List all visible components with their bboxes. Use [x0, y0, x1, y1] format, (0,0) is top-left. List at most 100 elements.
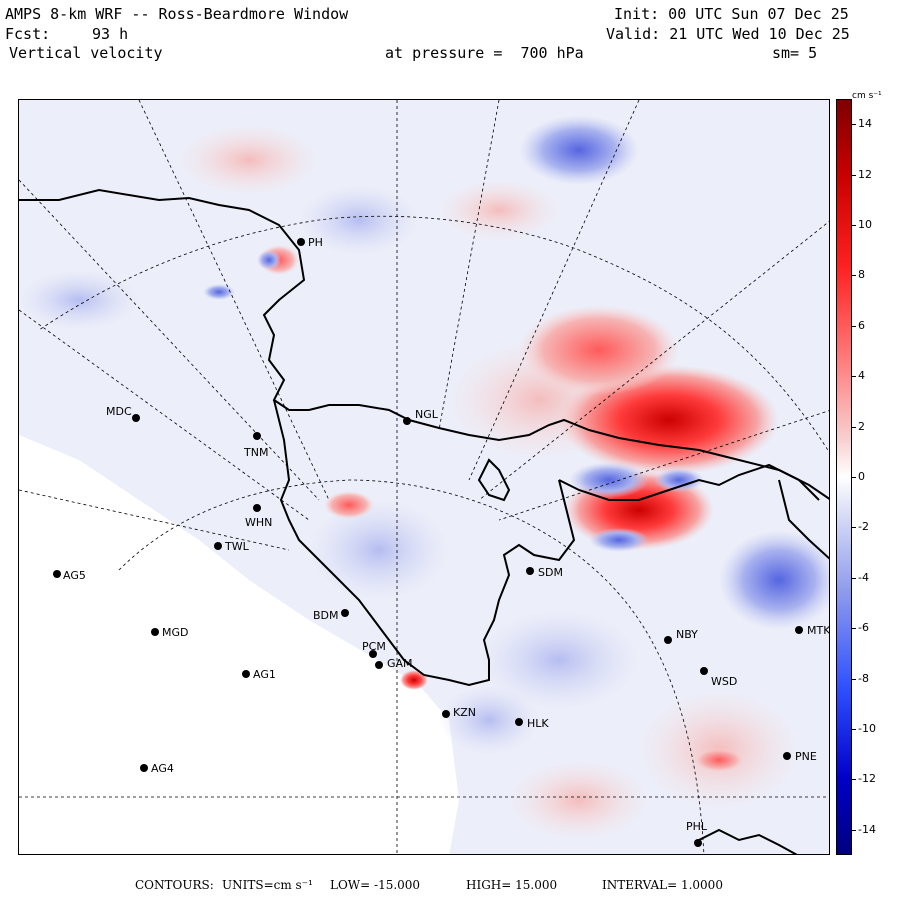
colorbar-tick [852, 275, 856, 276]
blue-area [719, 530, 829, 630]
forecast-hour: 93 h [92, 25, 129, 43]
colorbar-tick [852, 225, 856, 226]
station-dot-tnm[interactable] [253, 432, 261, 440]
pressure-level: at pressure = 700 hPa [385, 44, 584, 62]
footer-interval: INTERVAL= 1.0000 [602, 878, 723, 892]
colorbar-tick [852, 729, 856, 730]
smoothing-value: sm= 5 [772, 44, 818, 62]
colorbar-tick-label: -14 [858, 823, 876, 836]
station-label-tnm: TNM [244, 446, 269, 459]
station-label-ngl: NGL [415, 408, 438, 421]
colorbar-tick [852, 175, 856, 176]
colorbar-tick [852, 527, 856, 528]
ascent-small [324, 491, 374, 519]
pink-area [179, 125, 319, 195]
station-dot-ag4[interactable] [140, 764, 148, 772]
station-label-mtk: MTK [807, 624, 830, 637]
colorbar-tick-label: -2 [858, 520, 869, 533]
colorbar-tick-label: 8 [858, 268, 865, 281]
colorbar-tick-label: 10 [858, 218, 872, 231]
init-time: Init: 00 UTC Sun 07 Dec 25 [614, 5, 849, 23]
station-dot-ag1[interactable] [242, 670, 250, 678]
descent-core [589, 528, 649, 552]
station-dot-sdm[interactable] [526, 567, 534, 575]
colorbar-tick-label: -8 [858, 672, 869, 685]
colorbar-tick-label: 4 [858, 369, 865, 382]
product-title: AMPS 8-km WRF -- Ross-Beardmore Window [5, 5, 349, 23]
colorbar-tick-label: -4 [858, 571, 869, 584]
colorbar-tick-label: 0 [858, 470, 865, 483]
colorbar-tick [852, 124, 856, 125]
colorbar-tick-label: -6 [858, 621, 869, 634]
station-dot-ngl[interactable] [403, 417, 411, 425]
station-label-nby: NBY [676, 628, 698, 641]
white-region [19, 435, 459, 854]
map-field [19, 100, 829, 854]
colorbar-tick [852, 779, 856, 780]
footer-high: HIGH= 15.000 [466, 878, 558, 892]
colorbar-tick [852, 679, 856, 680]
colorbar-tick-label: 6 [858, 319, 865, 332]
footer-units: UNITS=cm s⁻¹ [222, 878, 313, 892]
station-label-twl: TWL [225, 540, 249, 553]
pink-area [509, 760, 649, 840]
station-dot-pcm[interactable] [369, 650, 377, 658]
ascent-small [400, 670, 428, 690]
station-dot-mtk[interactable] [795, 626, 803, 634]
map-panel[interactable]: MDC NGL TNM WHN TWL AG5 SDM BDM MGD NBY … [18, 99, 830, 855]
station-label-pne: PNE [795, 750, 817, 763]
descent-core [654, 468, 704, 492]
station-dot-ag5[interactable] [53, 570, 61, 578]
station-label-whn: WHN [245, 516, 273, 529]
descent-core [257, 250, 281, 270]
station-label-mdc: MDC [106, 405, 132, 418]
station-dot-bdm[interactable] [341, 609, 349, 617]
blue-area [299, 185, 419, 255]
station-dot-mdc[interactable] [132, 414, 140, 422]
forecast-label: Fcst: [5, 25, 51, 43]
station-dot-phl[interactable] [694, 839, 702, 847]
station-label-gam: GAM [387, 657, 413, 670]
station-label-kzn: KZN [453, 706, 476, 719]
station-label-bdm: BDM [313, 609, 339, 622]
station-dot-gam[interactable] [375, 661, 383, 669]
descent-core [203, 284, 235, 300]
coastline [19, 188, 829, 854]
valid-time: Valid: 21 UTC Wed 10 Dec 25 [606, 25, 850, 43]
station-dot-hlk[interactable] [515, 718, 523, 726]
station-dot-kzn[interactable] [442, 710, 450, 718]
colorbar-tick [852, 578, 856, 579]
footer-low: LOW= -15.000 [330, 878, 421, 892]
graticule [19, 100, 829, 854]
station-dot-whn[interactable] [253, 504, 261, 512]
station-label-wsd: WSD [711, 675, 738, 688]
station-label-ag5: AG5 [63, 569, 86, 582]
descent-core [569, 462, 649, 498]
colorbar-tick-label: 14 [858, 117, 872, 130]
colorbar-tick [852, 427, 856, 428]
blue-area [309, 500, 449, 600]
station-dot-mgd[interactable] [151, 628, 159, 636]
blue-area [519, 115, 639, 185]
station-label-mgd: MGD [162, 626, 189, 639]
station-label-ag4: AG4 [151, 762, 174, 775]
colorbar-tick [852, 628, 856, 629]
colorbar-tick [852, 326, 856, 327]
colorbar-tick-label: -10 [858, 722, 876, 735]
station-dot-pne[interactable] [783, 752, 791, 760]
field-name: Vertical velocity [9, 44, 163, 62]
pink-area [439, 180, 559, 240]
blue-area [479, 610, 639, 710]
colorbar-tick [852, 477, 856, 478]
station-dot-wsd[interactable] [700, 667, 708, 675]
blue-area [19, 270, 139, 330]
station-dot-nby[interactable] [664, 636, 672, 644]
colorbar-tick [852, 830, 856, 831]
station-dot-ph[interactable] [297, 238, 305, 246]
station-label-ag1: AG1 [253, 668, 276, 681]
colorbar-tick-label: 2 [858, 420, 865, 433]
station-dot-twl[interactable] [214, 542, 222, 550]
station-label-hlk: HLK [527, 717, 549, 730]
station-label-phl: PHL [686, 820, 708, 833]
colorbar [836, 99, 852, 855]
